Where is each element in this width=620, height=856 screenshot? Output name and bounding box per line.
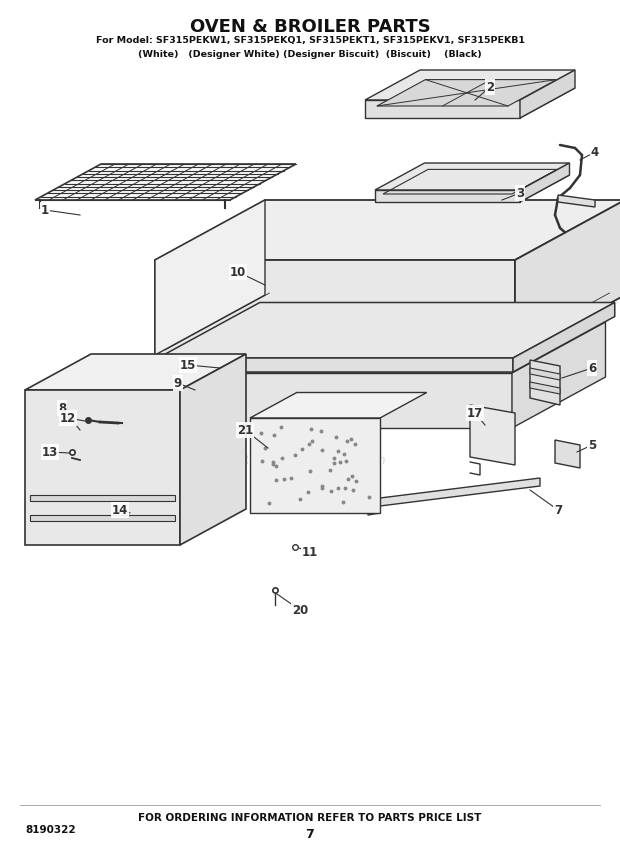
- Text: 6: 6: [588, 361, 596, 375]
- Polygon shape: [158, 358, 513, 372]
- Polygon shape: [530, 382, 560, 394]
- Polygon shape: [155, 260, 515, 355]
- Polygon shape: [25, 390, 180, 545]
- Text: 11: 11: [302, 546, 318, 560]
- Polygon shape: [530, 368, 560, 380]
- Polygon shape: [530, 360, 560, 405]
- Polygon shape: [520, 163, 570, 202]
- Text: 15: 15: [180, 359, 196, 372]
- Text: 21: 21: [237, 424, 253, 437]
- Polygon shape: [512, 322, 606, 428]
- Text: 1: 1: [41, 204, 49, 217]
- Text: For Model: SF315PEKW1, SF315PEKQ1, SF315PEKT1, SF315PEKV1, SF315PEKB1: For Model: SF315PEKW1, SF315PEKQ1, SF315…: [95, 36, 525, 45]
- Polygon shape: [250, 418, 380, 513]
- Polygon shape: [30, 495, 175, 501]
- Polygon shape: [470, 405, 515, 465]
- Polygon shape: [25, 354, 246, 390]
- Polygon shape: [515, 200, 620, 355]
- Polygon shape: [162, 373, 512, 428]
- Text: 7: 7: [554, 503, 562, 516]
- Text: OVEN & BROILER PARTS: OVEN & BROILER PARTS: [190, 18, 430, 36]
- Text: eReplacementParts.com: eReplacementParts.com: [234, 454, 386, 467]
- Polygon shape: [365, 100, 520, 118]
- Polygon shape: [30, 515, 175, 521]
- Polygon shape: [365, 70, 575, 100]
- Polygon shape: [180, 354, 246, 545]
- Text: 17: 17: [467, 407, 483, 419]
- Text: 7: 7: [306, 829, 314, 841]
- Text: 8190322: 8190322: [25, 825, 76, 835]
- Text: 12: 12: [60, 412, 76, 425]
- Text: 20: 20: [292, 603, 308, 616]
- Polygon shape: [155, 200, 265, 355]
- Text: 2: 2: [486, 80, 494, 93]
- Polygon shape: [558, 195, 595, 207]
- Polygon shape: [155, 295, 620, 355]
- Polygon shape: [513, 302, 615, 372]
- Polygon shape: [520, 70, 575, 118]
- Polygon shape: [35, 164, 296, 200]
- Text: 13: 13: [42, 445, 58, 459]
- Polygon shape: [365, 88, 575, 118]
- Text: 10: 10: [230, 265, 246, 278]
- Text: 14: 14: [112, 503, 128, 516]
- Polygon shape: [250, 393, 427, 418]
- Text: (White)   (Designer White) (Designer Biscuit)  (Biscuit)    (Black): (White) (Designer White) (Designer Biscu…: [138, 50, 482, 59]
- Polygon shape: [375, 163, 570, 190]
- Text: FOR ORDERING INFORMATION REFER TO PARTS PRICE LIST: FOR ORDERING INFORMATION REFER TO PARTS …: [138, 813, 482, 823]
- Polygon shape: [555, 440, 580, 468]
- Text: 9: 9: [174, 377, 182, 389]
- Text: 4: 4: [591, 146, 599, 158]
- Polygon shape: [162, 322, 606, 373]
- Polygon shape: [375, 190, 520, 202]
- Polygon shape: [158, 302, 615, 358]
- Polygon shape: [375, 175, 570, 202]
- Text: 5: 5: [588, 438, 596, 451]
- Text: 3: 3: [516, 187, 524, 199]
- Polygon shape: [380, 478, 540, 506]
- Polygon shape: [377, 80, 556, 106]
- Polygon shape: [155, 200, 620, 260]
- Text: 8: 8: [58, 401, 66, 414]
